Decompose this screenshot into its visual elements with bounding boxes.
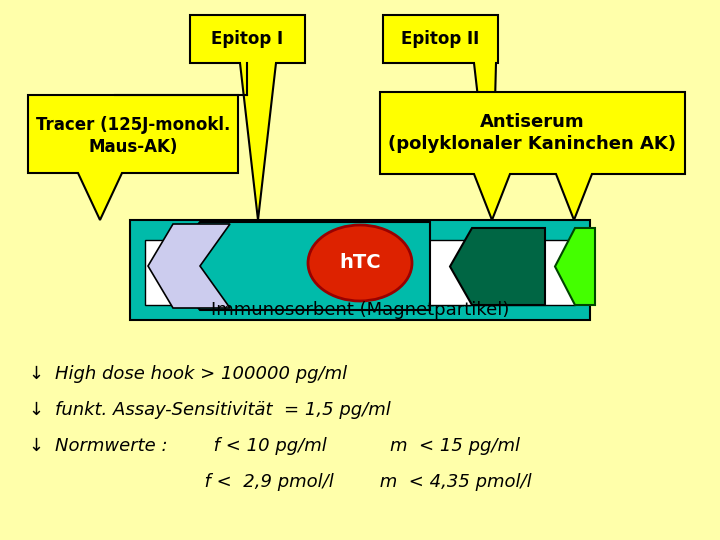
Text: High dose hook > 100000 pg/ml: High dose hook > 100000 pg/ml — [55, 365, 347, 383]
Text: f <  2,9 pmol/l        m  < 4,35 pmol/l: f < 2,9 pmol/l m < 4,35 pmol/l — [55, 473, 531, 491]
Ellipse shape — [308, 225, 412, 301]
Text: ↓: ↓ — [28, 437, 43, 455]
Bar — [130, 220, 590, 320]
Polygon shape — [555, 228, 595, 305]
Text: Epitop II: Epitop II — [401, 30, 480, 48]
Text: Epitop I: Epitop I — [212, 30, 284, 48]
Polygon shape — [165, 222, 430, 310]
Polygon shape — [383, 15, 498, 220]
Text: funkt. Assay-Sensitivität  = 1,5 pg/ml: funkt. Assay-Sensitivität = 1,5 pg/ml — [55, 401, 391, 419]
Text: ↓: ↓ — [28, 365, 43, 383]
Polygon shape — [450, 228, 545, 305]
Text: hTC: hTC — [339, 253, 381, 273]
Text: Immunosorbent (Magnetpartikel): Immunosorbent (Magnetpartikel) — [211, 301, 509, 319]
Polygon shape — [28, 95, 238, 220]
Polygon shape — [380, 92, 685, 220]
Polygon shape — [148, 224, 230, 308]
Bar — [145, 240, 575, 305]
Polygon shape — [190, 15, 305, 220]
Text: Normwerte :        f < 10 pg/ml           m  < 15 pg/ml: Normwerte : f < 10 pg/ml m < 15 pg/ml — [55, 437, 520, 455]
Text: Tracer (125J-monokl.
Maus-AK): Tracer (125J-monokl. Maus-AK) — [36, 116, 230, 156]
Text: ↓: ↓ — [28, 401, 43, 419]
Text: Antiserum
(polyklonaler Kaninchen AK): Antiserum (polyklonaler Kaninchen AK) — [389, 113, 677, 153]
